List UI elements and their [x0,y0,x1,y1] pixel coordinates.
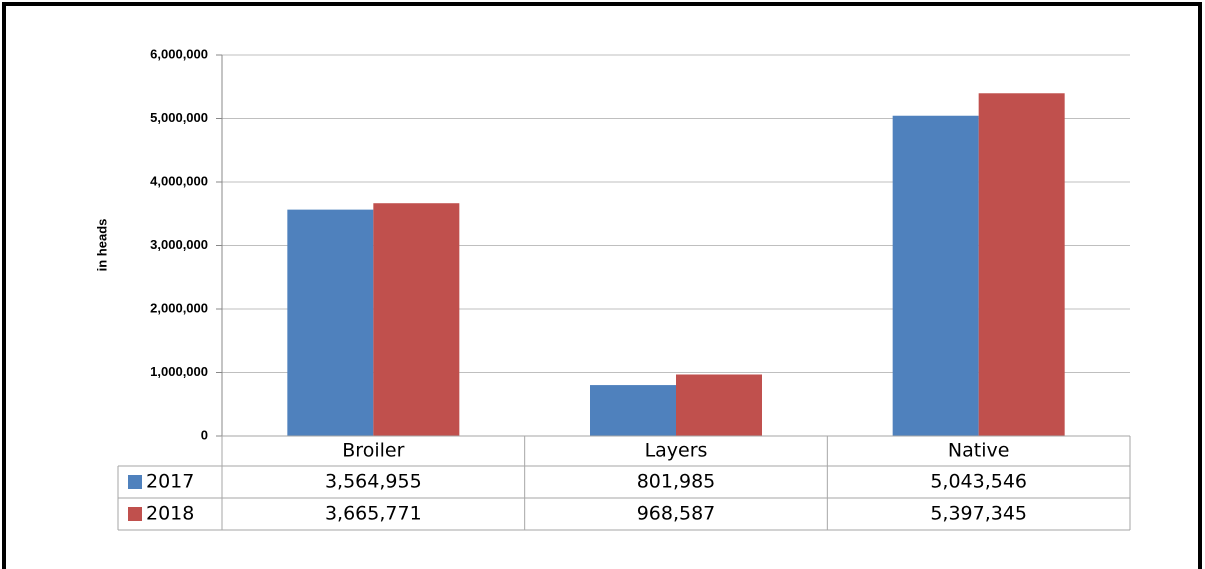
table-value: 5,397,345 [930,503,1027,525]
y-tick-label: 0 [201,427,208,442]
legend-label: 2018 [146,503,194,525]
bar [590,385,676,436]
y-tick-label: 4,000,000 [150,173,208,188]
y-tick-label: 6,000,000 [150,46,208,61]
table-value: 968,587 [637,503,716,525]
table-value: 3,665,771 [325,503,422,525]
table-value: 801,985 [637,471,716,493]
x-tick-label: Layers [645,440,708,462]
legend-label: 2017 [146,471,194,493]
table-value: 3,564,955 [325,471,422,493]
x-tick-label: Broiler [342,440,404,462]
y-axis-label: in heads [94,219,109,272]
legend-key [128,475,142,489]
bar [892,115,979,436]
bar [373,203,460,436]
y-tick-label: 3,000,000 [150,237,208,252]
bar [287,209,374,436]
bar [676,374,762,436]
y-tick-label: 1,000,000 [150,364,208,379]
legend-key [128,507,142,521]
y-tick-label: 5,000,000 [150,110,208,125]
table-value: 5,043,546 [930,471,1027,493]
bar [978,93,1065,437]
y-tick-label: 2,000,000 [150,300,208,315]
x-tick-label: Native [948,440,1010,462]
